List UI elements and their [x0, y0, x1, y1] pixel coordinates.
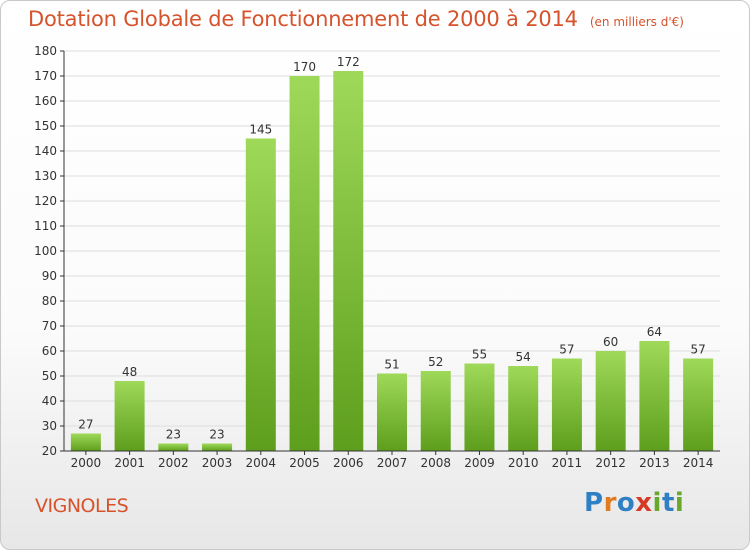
x-tick-label: 2005 [289, 456, 320, 470]
bar [70, 433, 101, 451]
bar [114, 381, 145, 451]
bar [420, 371, 451, 451]
proxiti-logo[interactable]: Proxiti [584, 488, 684, 518]
data-label: 64 [647, 325, 662, 339]
data-label: 23 [209, 428, 224, 442]
x-tick-label: 2008 [420, 456, 451, 470]
y-tick-label: 180 [34, 44, 57, 58]
y-tick-label: 170 [34, 69, 57, 83]
labels: 27 2000 48 2001 23 2002 23 2003 145 2004 170 2005 17… [71, 55, 714, 470]
y-tick-label: 30 [42, 419, 57, 433]
y-tick-label: 120 [34, 194, 57, 208]
chart-title: Dotation Globale de Fonctionnement de 20… [28, 7, 578, 31]
x-tick-label: 2010 [508, 456, 539, 470]
data-label: 54 [516, 350, 531, 364]
x-tick-label: 2006 [333, 456, 364, 470]
y-tick-label: 50 [42, 369, 57, 383]
bar [377, 373, 407, 451]
x-tick-label: 2014 [683, 456, 714, 470]
bar [551, 358, 582, 451]
bar [639, 341, 670, 451]
y-tick-label: 80 [42, 294, 57, 308]
x-tick-label: 2000 [71, 456, 102, 470]
y-tick-label: 90 [42, 269, 57, 283]
bar [464, 363, 495, 451]
x-tick-label: 2001 [114, 456, 145, 470]
data-label: 51 [384, 358, 399, 372]
x-tick-label: 2003 [202, 456, 233, 470]
bars [70, 71, 714, 451]
logo-letter: t [661, 488, 675, 518]
x-tick-label: 2004 [246, 456, 277, 470]
logo-letter: r [603, 488, 617, 518]
y-tick-label: 140 [34, 144, 57, 158]
data-label: 52 [428, 355, 443, 369]
y-tick-label: 40 [42, 394, 57, 408]
logo-letter: x [635, 488, 653, 518]
chart-header: Dotation Globale de Fonctionnement de 20… [28, 7, 684, 31]
logo-letter: P [584, 488, 604, 518]
logo-letter: o [616, 488, 636, 518]
bar [683, 358, 714, 451]
bar [595, 351, 626, 451]
y-tick-label: 20 [42, 444, 57, 458]
x-tick-label: 2011 [552, 456, 583, 470]
data-label: 57 [690, 343, 705, 357]
y-tick-label: 70 [42, 319, 57, 333]
logo-letter: i [674, 488, 685, 518]
data-label: 57 [559, 343, 574, 357]
data-label: 170 [293, 60, 316, 74]
y-tick-label: 60 [42, 344, 57, 358]
y-tick-label: 100 [34, 244, 57, 258]
bar [202, 443, 233, 451]
bar [289, 76, 320, 451]
chart-subtitle: (en milliers d'€) [589, 15, 684, 29]
data-label: 48 [122, 365, 137, 379]
data-label: 23 [166, 428, 181, 442]
x-tick-label: 2002 [158, 456, 189, 470]
y-tick-label: 150 [34, 119, 57, 133]
x-tick-label: 2012 [595, 456, 626, 470]
commune-name: VIGNOLES [35, 495, 129, 517]
bar [333, 71, 364, 451]
y-tick-label: 130 [34, 169, 57, 183]
x-tick-label: 2009 [464, 456, 495, 470]
data-label: 172 [337, 55, 360, 69]
x-tick-label: 2007 [377, 456, 408, 470]
logo-letter: i [652, 488, 662, 518]
bar [158, 443, 189, 451]
bar [245, 138, 276, 451]
y-tick-label: 160 [34, 94, 57, 108]
data-label: 27 [78, 418, 93, 432]
bar [508, 366, 539, 451]
data-label: 55 [472, 348, 487, 362]
axes: 20 30 40 50 60 70 80 90 100 110 120 130 140 150 160 170… [34, 44, 720, 458]
y-tick-label: 110 [34, 219, 57, 233]
data-label: 145 [249, 123, 272, 137]
x-tick-label: 2013 [639, 456, 670, 470]
data-label: 60 [603, 335, 618, 349]
